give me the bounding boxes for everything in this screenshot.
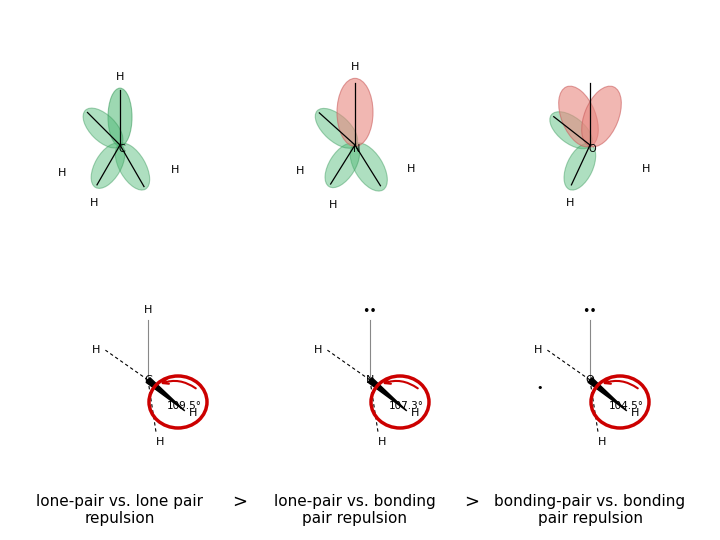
Text: H: H [407, 164, 415, 174]
Ellipse shape [550, 112, 593, 149]
Ellipse shape [559, 86, 598, 147]
Text: H: H [378, 437, 386, 447]
Polygon shape [146, 377, 185, 411]
Text: H: H [189, 408, 197, 418]
Ellipse shape [337, 78, 373, 146]
Ellipse shape [108, 88, 132, 146]
Text: >: > [464, 493, 480, 511]
Text: C: C [144, 375, 152, 385]
Ellipse shape [325, 143, 359, 187]
Text: H: H [642, 164, 650, 174]
Ellipse shape [582, 86, 621, 147]
Text: ••: •• [363, 306, 377, 319]
Ellipse shape [83, 108, 123, 148]
Text: H: H [296, 166, 304, 176]
Text: O: O [585, 375, 595, 385]
Text: H: H [566, 198, 574, 208]
Text: H: H [351, 62, 359, 72]
Text: H: H [90, 198, 98, 208]
Text: O: O [588, 144, 596, 154]
Text: H: H [534, 345, 543, 355]
Text: H: H [144, 305, 152, 315]
Text: N: N [354, 144, 361, 154]
Text: >: > [233, 493, 248, 511]
Text: lone-pair vs. bonding
pair repulsion: lone-pair vs. bonding pair repulsion [274, 494, 436, 526]
Text: H: H [631, 408, 639, 418]
Text: 104.5°: 104.5° [608, 401, 644, 411]
Ellipse shape [564, 144, 595, 190]
Ellipse shape [350, 143, 387, 191]
Text: H: H [314, 345, 323, 355]
Text: N: N [366, 375, 374, 385]
Ellipse shape [315, 109, 358, 148]
Text: lone-pair vs. lone pair
repulsion: lone-pair vs. lone pair repulsion [37, 494, 204, 526]
Text: H: H [171, 165, 179, 175]
Text: H: H [58, 168, 66, 178]
Text: ••: •• [582, 306, 598, 319]
Text: 109.5°: 109.5° [166, 401, 202, 411]
Text: H: H [92, 345, 101, 355]
Text: H: H [156, 437, 164, 447]
Text: C: C [119, 144, 125, 154]
Text: bonding-pair vs. bonding
pair repulsion: bonding-pair vs. bonding pair repulsion [495, 494, 685, 526]
Text: •: • [536, 383, 544, 393]
Polygon shape [588, 377, 627, 411]
Text: H: H [410, 408, 419, 418]
Text: H: H [116, 72, 124, 82]
Text: 107.3°: 107.3° [389, 401, 423, 411]
Ellipse shape [91, 143, 125, 188]
Text: H: H [329, 200, 337, 210]
Text: H: H [598, 437, 606, 447]
Ellipse shape [115, 143, 150, 190]
Polygon shape [368, 377, 407, 411]
